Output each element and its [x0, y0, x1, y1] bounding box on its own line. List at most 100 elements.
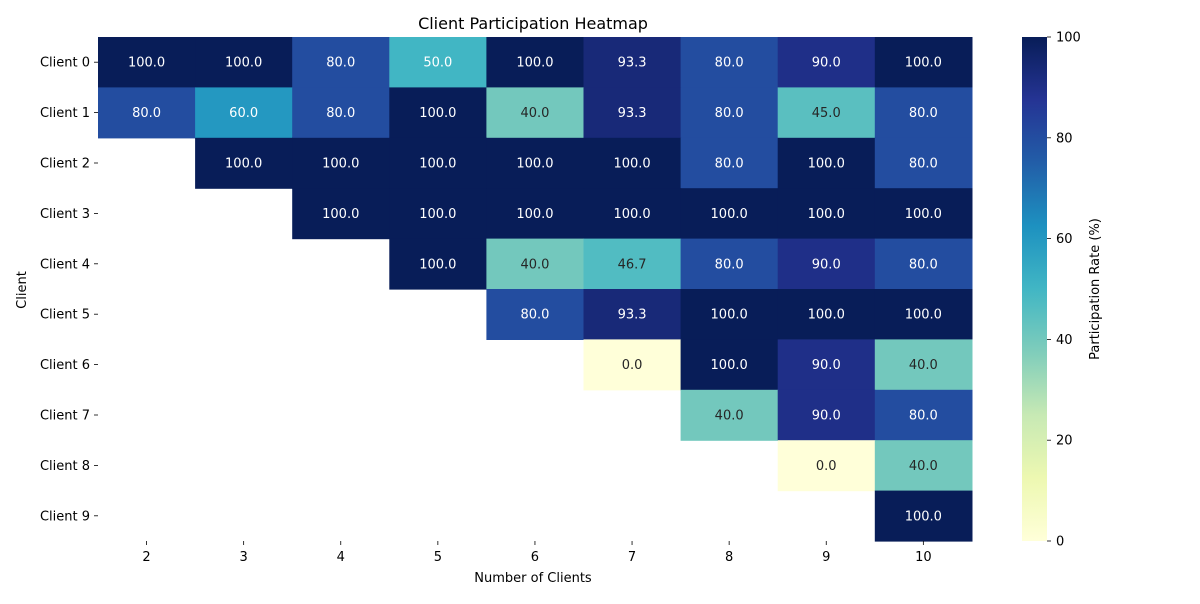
cell-value-label: 40.0 — [909, 459, 938, 474]
colorbar-label: Participation Rate (%) — [1088, 218, 1103, 360]
cell-value-label: 80.0 — [909, 409, 938, 424]
y-tick-label: Client 0 — [40, 56, 90, 71]
heatmap-cell — [389, 87, 487, 139]
heatmap-cell — [777, 289, 876, 340]
heatmap-cell — [680, 339, 779, 391]
cell-value-label: 90.0 — [812, 257, 841, 272]
heatmap-cell — [680, 87, 779, 139]
cell-value-label: 100.0 — [322, 207, 359, 222]
y-tick-label: Client 7 — [40, 409, 90, 424]
cell-value-label: 80.0 — [715, 56, 744, 71]
cell-value-label: 93.3 — [618, 56, 647, 71]
y-tick-label: Client 1 — [40, 106, 90, 121]
cell-value-label: 0.0 — [622, 358, 643, 373]
colorbar-tick-label: 0 — [1056, 535, 1064, 550]
cell-value-label: 60.0 — [229, 106, 258, 121]
heatmap-cell — [777, 440, 876, 492]
heatmap-cell — [680, 188, 779, 240]
x-tick-label: 2 — [142, 550, 150, 565]
cell-value-label: 100.0 — [419, 207, 456, 222]
heatmap-cell — [777, 137, 876, 189]
heatmap-cell — [777, 339, 876, 391]
heatmap-cell — [389, 37, 487, 88]
cell-value-label: 45.0 — [812, 106, 841, 121]
cell-value-label: 80.0 — [132, 106, 161, 121]
cell-value-label: 100.0 — [711, 308, 748, 323]
x-tick-label: 8 — [725, 550, 733, 565]
cell-value-label: 100.0 — [516, 56, 553, 71]
cell-value-label: 100.0 — [322, 157, 359, 172]
x-tick-label: 3 — [240, 550, 248, 565]
heatmap-cell — [874, 188, 973, 240]
cell-value-label: 100.0 — [808, 157, 845, 172]
heatmap-cell — [292, 37, 390, 88]
y-tick-label: Client 6 — [40, 358, 90, 373]
cell-value-label: 80.0 — [326, 106, 355, 121]
cell-value-label: 100.0 — [128, 56, 165, 71]
heatmap-cell — [680, 137, 779, 189]
cell-value-label: 100.0 — [516, 157, 553, 172]
cell-value-label: 100.0 — [905, 207, 942, 222]
cell-value-label: 100.0 — [711, 207, 748, 222]
heatmap-cell — [680, 37, 779, 88]
x-tick-label: 4 — [337, 550, 345, 565]
heatmap-cell — [874, 87, 973, 139]
colorbar-tick-label: 20 — [1056, 434, 1073, 449]
heatmap-cell — [874, 490, 973, 542]
cell-value-label: 100.0 — [419, 157, 456, 172]
x-tick-label: 5 — [434, 550, 442, 565]
heatmap-cell — [486, 87, 585, 139]
heatmap-cell — [292, 188, 390, 240]
colorbar-gradient — [1022, 37, 1047, 541]
cell-value-label: 40.0 — [520, 257, 549, 272]
heatmap-cell — [389, 137, 487, 189]
cell-value-label: 100.0 — [613, 157, 650, 172]
heatmap-cell — [874, 389, 973, 441]
cell-value-label: 40.0 — [909, 358, 938, 373]
heatmap-cell — [389, 188, 487, 240]
x-tick-label: 9 — [822, 550, 830, 565]
cell-value-label: 100.0 — [905, 56, 942, 71]
heatmap-cell — [583, 188, 682, 240]
cell-value-label: 90.0 — [812, 358, 841, 373]
cell-value-label: 100.0 — [419, 257, 456, 272]
colorbar-tick-label: 80 — [1056, 131, 1073, 146]
heatmap-cell — [195, 37, 293, 88]
cell-value-label: 100.0 — [225, 157, 262, 172]
x-axis-label: Number of Clients — [474, 571, 592, 586]
y-tick-label: Client 4 — [40, 257, 90, 272]
heatmap-cell — [777, 87, 876, 139]
cell-value-label: 80.0 — [909, 257, 938, 272]
cell-value-label: 100.0 — [905, 308, 942, 323]
cell-value-label: 100.0 — [905, 509, 942, 524]
heatmap-cell — [583, 87, 682, 139]
cell-value-label: 50.0 — [423, 56, 452, 71]
x-tick-label: 10 — [915, 550, 932, 565]
y-axis-label: Client — [15, 271, 30, 309]
cell-value-label: 100.0 — [711, 358, 748, 373]
heatmap-cell — [389, 238, 487, 290]
y-tick-label: Client 3 — [40, 207, 90, 222]
heatmap-cell — [777, 238, 876, 290]
cell-value-label: 40.0 — [520, 106, 549, 121]
heatmap-cell — [583, 137, 682, 189]
heatmap-cell — [874, 339, 973, 391]
cell-value-label: 100.0 — [613, 207, 650, 222]
heatmap-cell — [874, 440, 973, 492]
cell-value-label: 80.0 — [909, 157, 938, 172]
x-tick-label: 6 — [531, 550, 539, 565]
cell-value-label: 100.0 — [419, 106, 456, 121]
cell-value-label: 93.3 — [618, 106, 647, 121]
heatmap-cell — [583, 339, 682, 391]
heatmap-cell — [486, 238, 585, 290]
cell-value-label: 80.0 — [715, 157, 744, 172]
cell-value-label: 40.0 — [715, 409, 744, 424]
heatmap-cell — [195, 137, 293, 189]
heatmap-cell — [583, 37, 682, 88]
cell-value-label: 80.0 — [715, 106, 744, 121]
x-tick-labels: 2 3 4 5 6 7 8 9 10 — [142, 541, 932, 565]
cell-value-label: 100.0 — [225, 56, 262, 71]
cell-value-label: 80.0 — [326, 56, 355, 71]
